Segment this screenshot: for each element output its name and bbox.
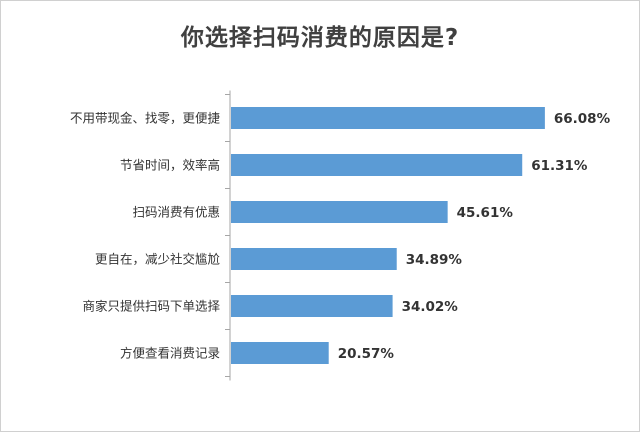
bar	[231, 295, 393, 317]
value-label: 45.61%	[457, 205, 514, 221]
chart-title: 你选择扫码消费的原因是?	[180, 25, 460, 51]
value-label: 34.89%	[406, 252, 463, 268]
bar	[231, 201, 448, 223]
category-label: 节省时间，效率高	[120, 158, 220, 173]
category-label: 不用带现金、找零，更便捷	[70, 111, 221, 126]
category-label: 商家只提供扫码下单选择	[82, 299, 220, 314]
category-label: 方便查看消费记录	[120, 346, 220, 361]
category-label: 更自在，减少社交尴尬	[95, 252, 220, 267]
value-label: 34.02%	[402, 299, 459, 315]
bar	[231, 342, 329, 364]
bar	[231, 154, 523, 176]
bar	[231, 248, 397, 270]
value-label: 66.08%	[554, 111, 611, 127]
value-label: 20.57%	[338, 346, 395, 362]
bar	[231, 107, 545, 129]
value-label: 61.31%	[531, 158, 588, 174]
category-label: 扫码消费有优惠	[132, 205, 220, 220]
